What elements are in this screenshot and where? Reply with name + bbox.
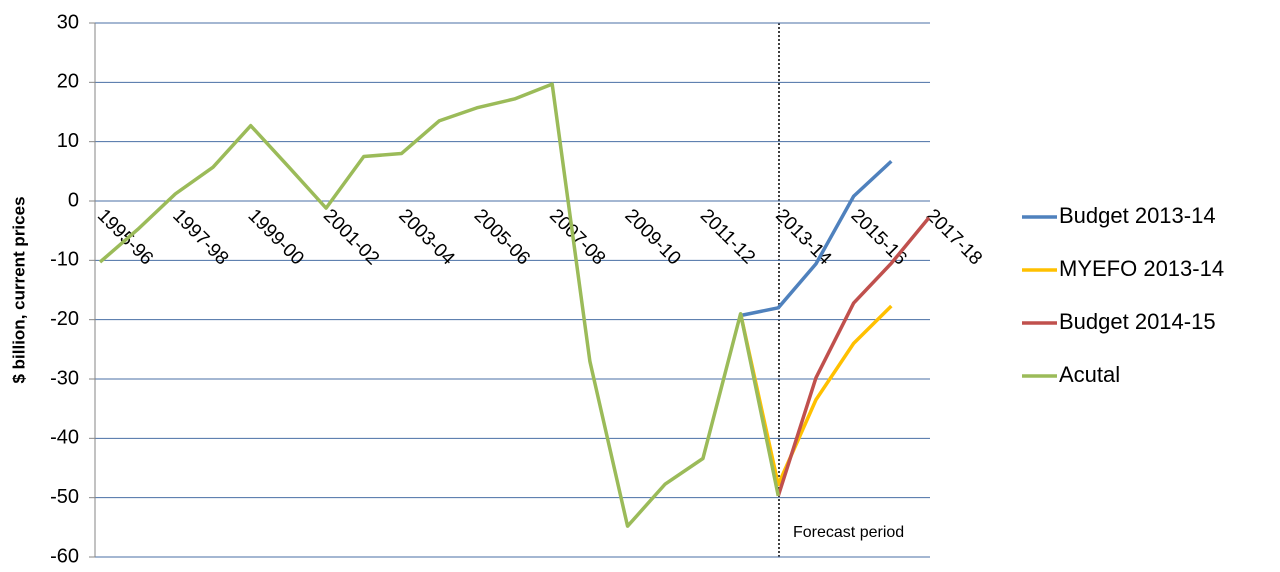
series-line (738, 304, 893, 487)
x-tick-label: 1999-00 (244, 205, 308, 269)
series-line (98, 82, 780, 528)
x-tick-label: 1997-98 (168, 205, 232, 269)
y-tick-label: -40 (50, 427, 79, 449)
x-tick-label: 2009-10 (620, 205, 684, 269)
y-tick-label: -30 (50, 367, 79, 389)
y-tick-label: 30 (57, 11, 79, 33)
series-line (740, 159, 893, 318)
y-tick-label: -20 (50, 308, 79, 330)
legend-label: Acutal (1059, 362, 1120, 387)
annotation: Forecast period (793, 524, 904, 541)
y-tick-label: 10 (57, 130, 79, 152)
x-tick-label: 2001-02 (319, 205, 383, 269)
y-tick-label: 20 (57, 71, 79, 93)
y-tick-label: 0 (68, 189, 79, 211)
x-tick-label: 2011-12 (696, 205, 759, 268)
x-tick-label: 2015-16 (847, 205, 911, 269)
series-line (776, 216, 931, 497)
y-axis-title: $ billion, current prices (9, 196, 28, 383)
x-tick-label: 2017-18 (922, 205, 986, 269)
legend-label: Budget 2013-14 (1059, 203, 1216, 228)
legend-label: Budget 2014-15 (1059, 309, 1216, 334)
y-tick-label: -60 (50, 545, 79, 567)
legend-label: MYEFO 2013-14 (1059, 256, 1224, 281)
y-tick-label: -50 (50, 486, 79, 508)
y-tick-label: -10 (50, 249, 79, 271)
x-tick-label: 2005-06 (470, 205, 534, 269)
